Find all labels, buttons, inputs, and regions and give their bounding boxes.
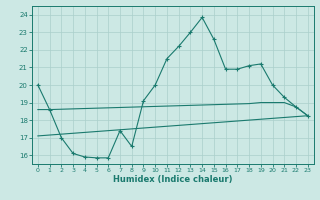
X-axis label: Humidex (Indice chaleur): Humidex (Indice chaleur) <box>113 175 233 184</box>
